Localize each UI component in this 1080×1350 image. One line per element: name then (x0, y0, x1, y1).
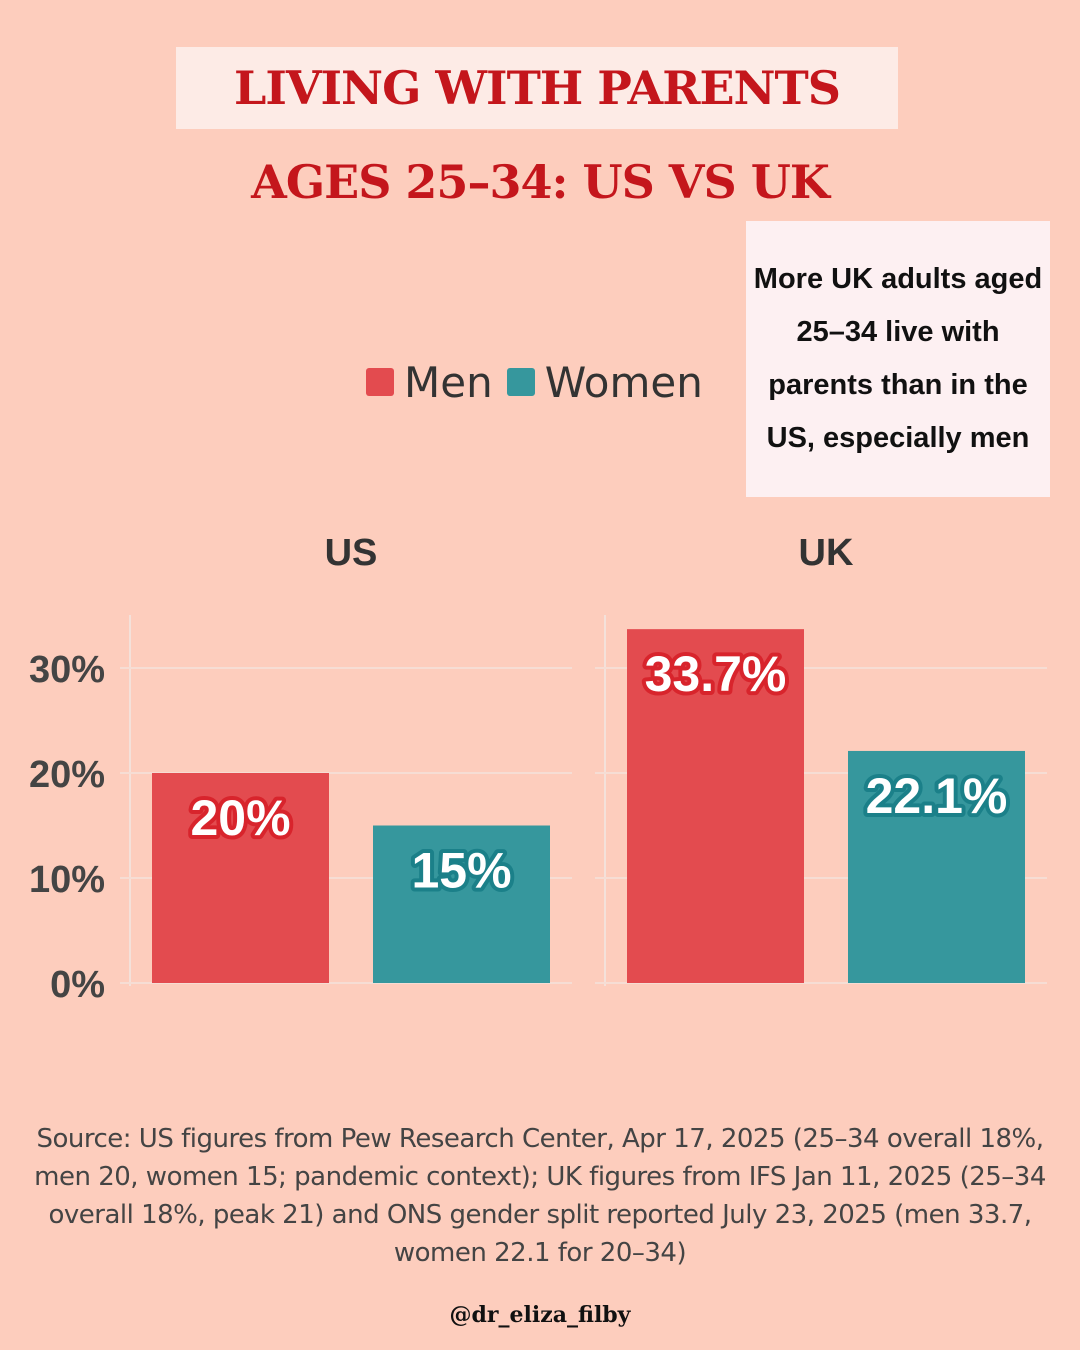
legend: Men Women (366, 355, 717, 409)
data-label-uk-men: 33.7% (645, 646, 787, 702)
data-label-us-women: 15% (411, 843, 511, 899)
callout-box: More UK adults aged 25–34 live with pare… (746, 221, 1050, 497)
page-title: LIVING WITH PARENTS (233, 61, 841, 115)
callout-text: More UK adults aged 25–34 live with pare… (753, 263, 1043, 454)
bar-us-men (152, 773, 329, 983)
legend-swatch-women (506, 368, 535, 396)
author-handle: @dr_eliza_filby (449, 1302, 631, 1328)
title-box: LIVING WITH PARENTS (176, 47, 898, 129)
legend-label-women: Women (544, 357, 703, 407)
page-subtitle: AGES 25–34: US VS UK (251, 155, 830, 209)
y-tick-label: 30% (29, 649, 105, 691)
y-tick-label: 20% (29, 754, 105, 796)
y-tick-label: 0% (50, 964, 105, 1006)
legend-item-women: Women (506, 357, 703, 407)
bar-uk-men (627, 629, 804, 983)
y-tick-label: 10% (29, 859, 105, 901)
legend-label-men: Men (404, 357, 493, 407)
source-note: Source: US figures from Pew Research Cen… (34, 1124, 1046, 1268)
legend-swatch-men (366, 368, 394, 396)
data-label-uk-women: 22.1% (866, 768, 1008, 824)
data-label-us-men: 20% (190, 790, 290, 846)
facet-label-uk: UK (798, 532, 854, 574)
bar-uk-women (848, 750, 1025, 983)
bar-us-women (373, 825, 550, 983)
legend-item-men: Men (366, 358, 493, 407)
facet-label-us: US (324, 532, 378, 574)
bar-chart: 0% 10% 20% 30% 20% 15% 33.7% 22.1% (29, 615, 1047, 1006)
